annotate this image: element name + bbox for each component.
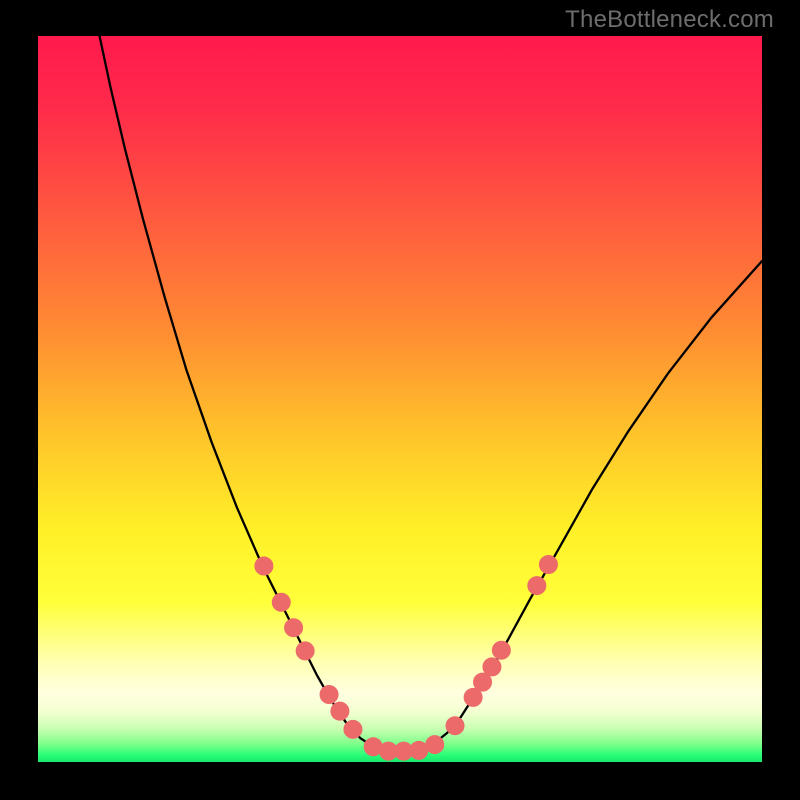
data-marker (331, 702, 349, 720)
data-marker (446, 717, 464, 735)
data-marker (492, 641, 510, 659)
data-marker (483, 658, 501, 676)
data-marker (344, 720, 362, 738)
data-marker (410, 741, 428, 759)
data-marker (296, 642, 314, 660)
plot-frame (38, 36, 762, 762)
data-marker (539, 556, 557, 574)
data-marker (285, 619, 303, 637)
data-marker (528, 577, 546, 595)
watermark-text: TheBottleneck.com (565, 6, 774, 34)
plot-background (38, 36, 762, 762)
data-marker (426, 736, 444, 754)
data-marker (320, 685, 338, 703)
data-marker (272, 593, 290, 611)
stage: TheBottleneck.com (0, 0, 800, 800)
plot-svg (38, 36, 762, 762)
data-marker (255, 557, 273, 575)
